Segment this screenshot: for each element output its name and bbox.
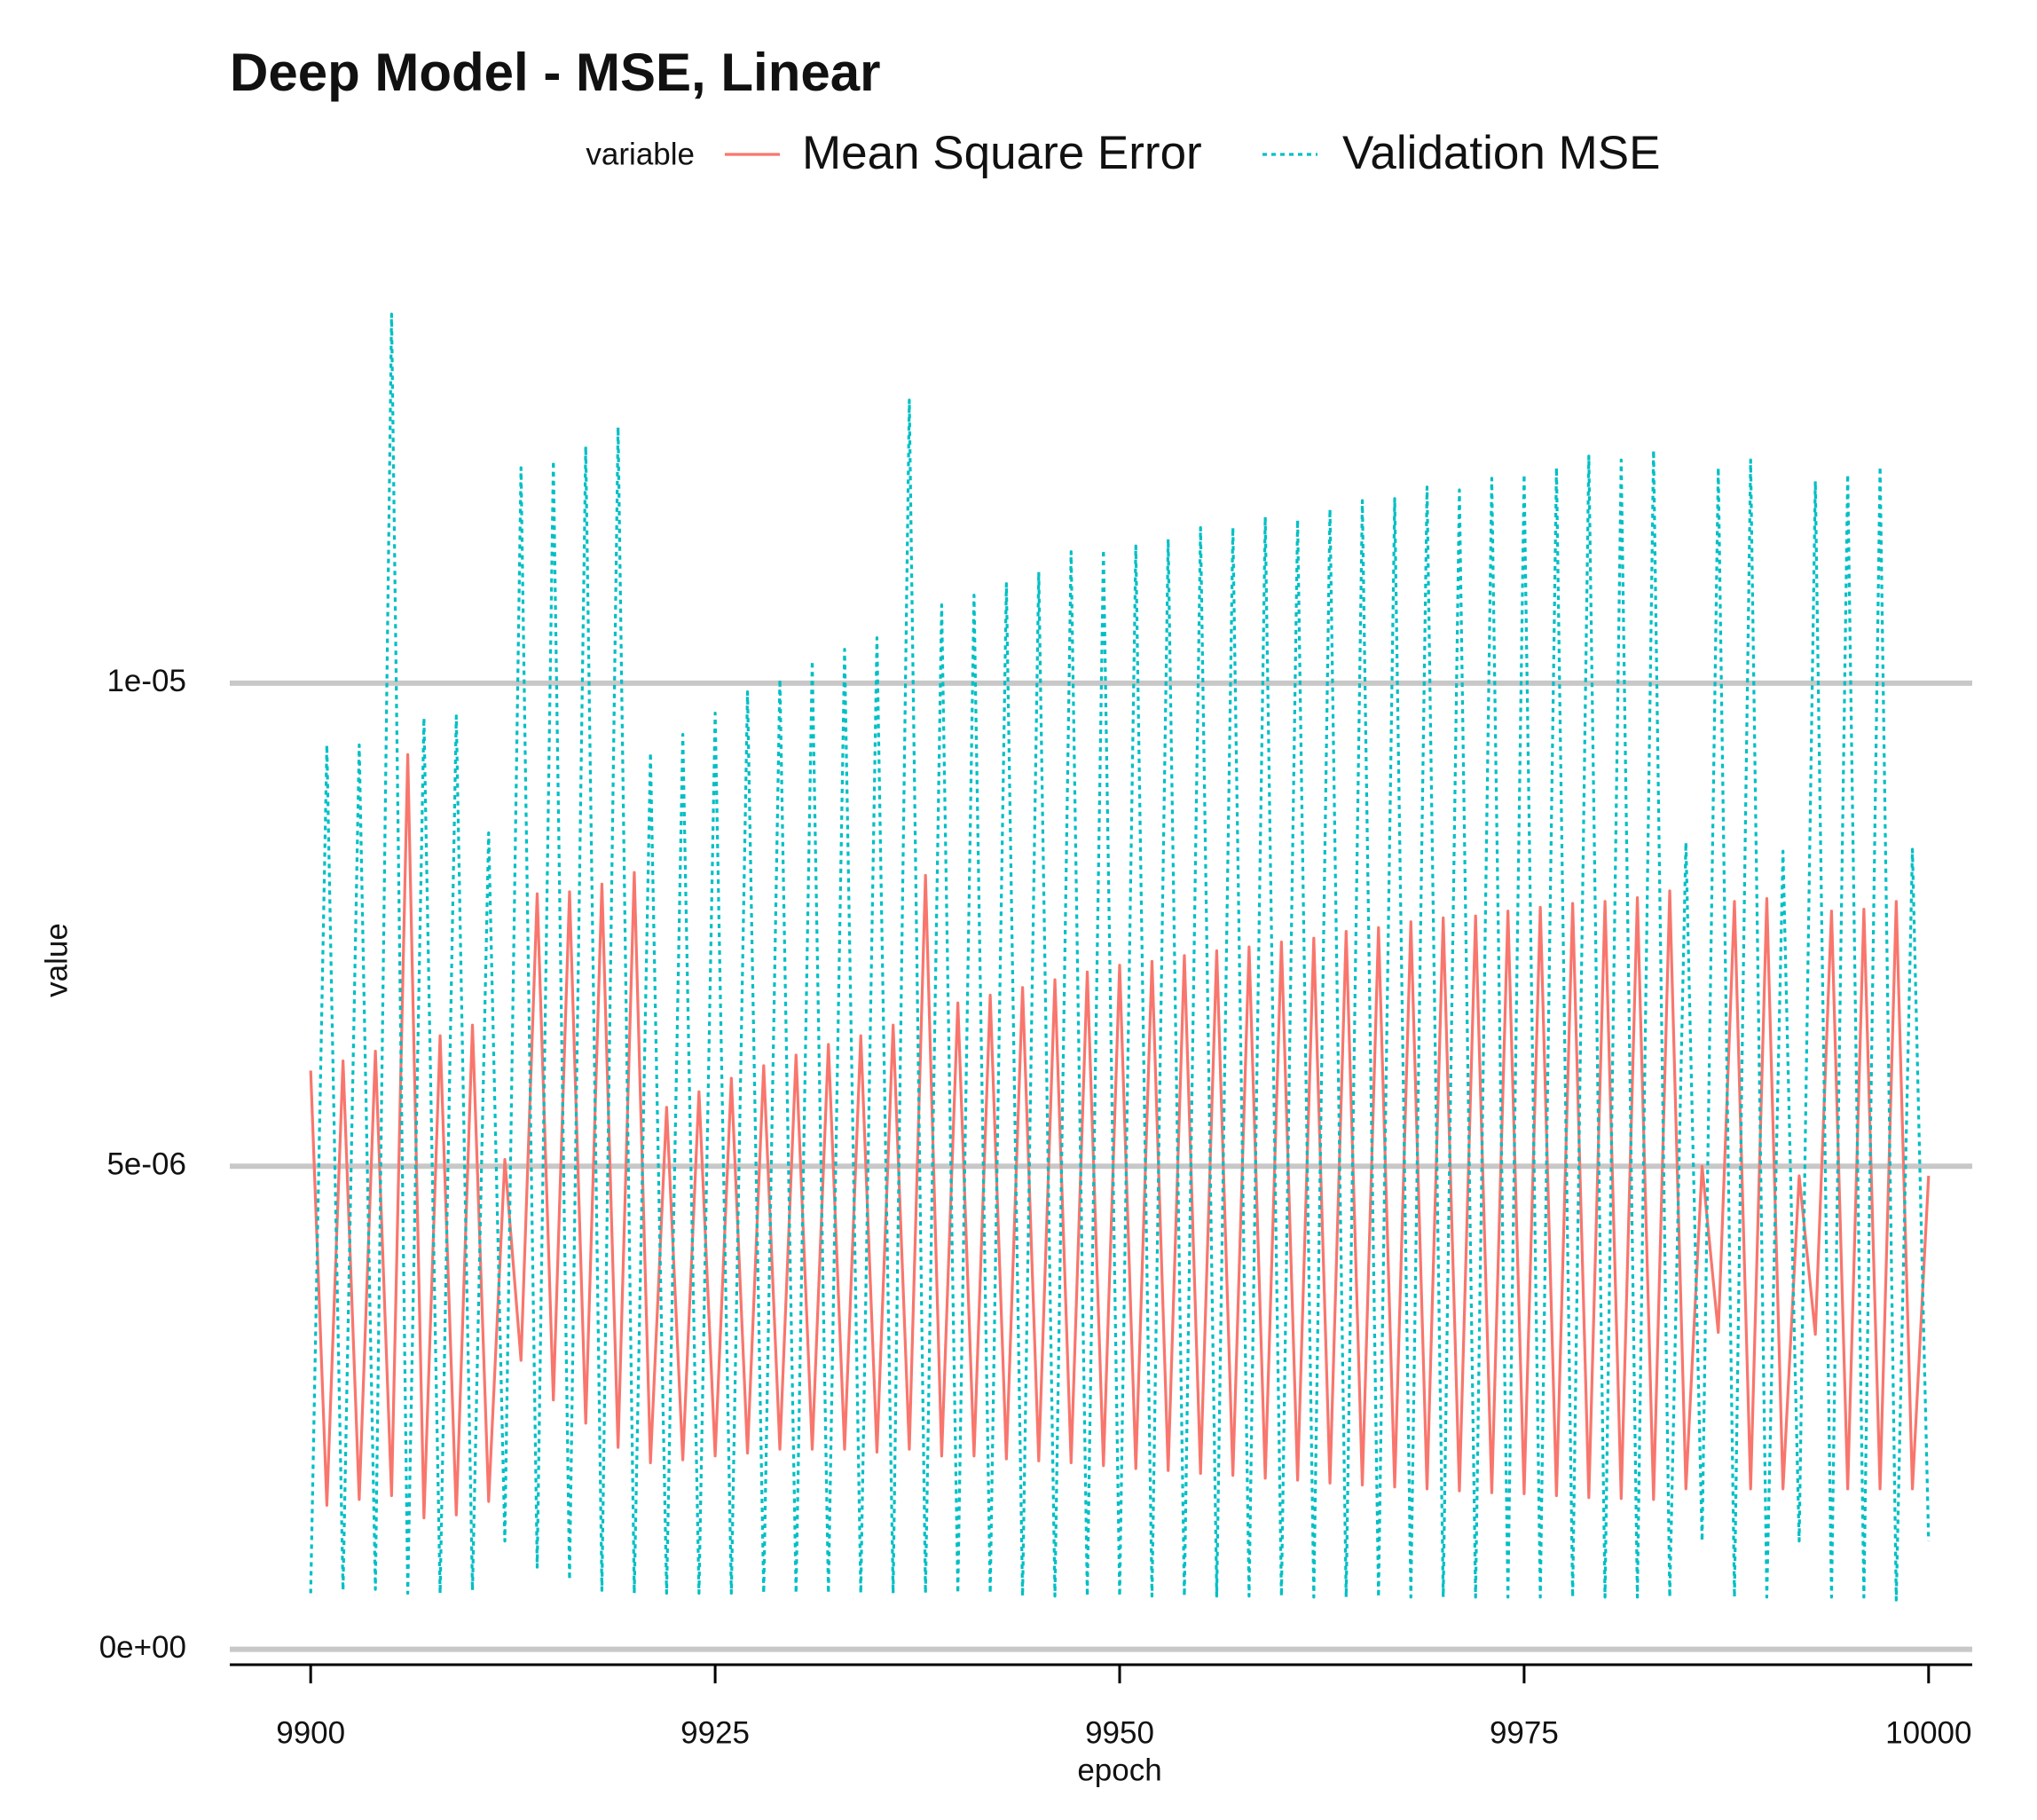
series-line [309,312,1931,1602]
chart-title: Deep Model - MSE, Linear [230,43,880,102]
legend-title: variable [586,137,695,171]
legend-label: Mean Square Error [802,127,1202,179]
y-axis-title: value [39,923,74,997]
x-tick-label: 10000 [1885,1715,1971,1750]
x-tick-label: 9925 [680,1715,750,1750]
legend-label: Validation MSE [1342,127,1660,179]
y-tick-label: 5e-06 [106,1146,186,1181]
x-tick-label: 9975 [1490,1715,1559,1750]
x-axis-title: epoch [1077,1753,1161,1787]
y-tick-label: 1e-05 [106,664,186,698]
y-tick-label: 0e+00 [99,1630,186,1665]
x-tick-label: 9900 [276,1715,345,1750]
series-line [309,752,1931,1520]
x-tick-label: 9950 [1085,1715,1154,1750]
